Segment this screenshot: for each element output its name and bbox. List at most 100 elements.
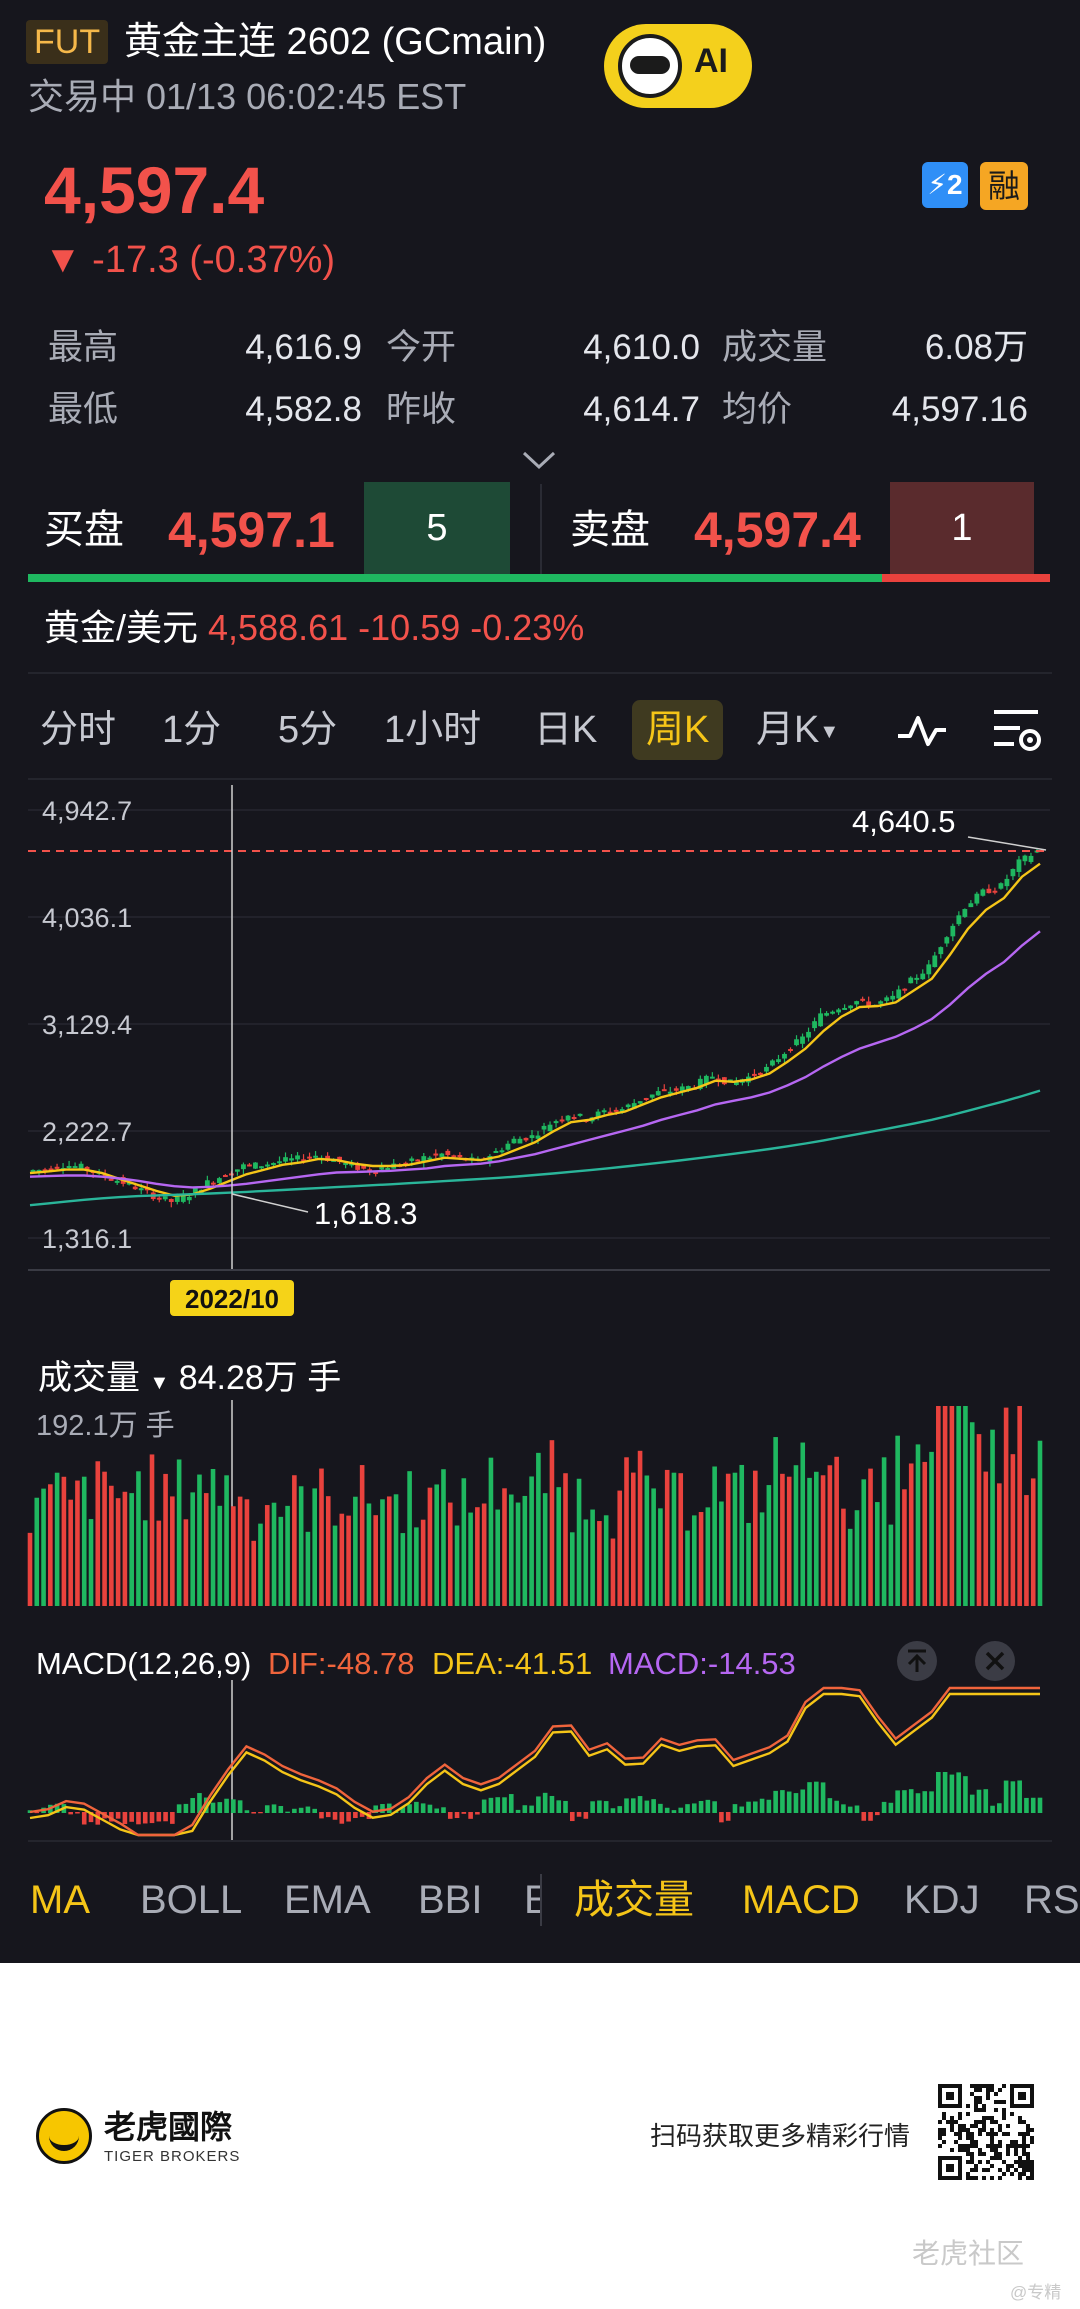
- indicator-tab-volume[interactable]: 成交量: [574, 1878, 694, 1922]
- volume-chart[interactable]: [0, 1400, 1080, 1610]
- candlestick-chart[interactable]: 4,942.7 4,036.1 3,129.4 2,222.7 1,316.1 …: [0, 780, 1080, 1320]
- qr-module: [1006, 2148, 1010, 2152]
- candle-body: [794, 1039, 799, 1046]
- bid-size[interactable]: 5: [364, 482, 510, 574]
- macd-bar: [481, 1799, 487, 1813]
- qr-module: [1014, 2152, 1018, 2156]
- ask-price[interactable]: 4,597.4: [694, 502, 861, 558]
- macd-chart[interactable]: [0, 1680, 1080, 1840]
- tab-1hour[interactable]: 1小时: [384, 709, 482, 751]
- tab-5min[interactable]: 5分: [278, 709, 338, 751]
- volume-bar: [278, 1516, 284, 1606]
- ai-assistant-button[interactable]: AI: [604, 24, 752, 108]
- qr-module: [1014, 2144, 1018, 2148]
- chevron-down-icon[interactable]: [522, 450, 556, 470]
- volume-bar: [719, 1501, 724, 1606]
- qr-module: [1026, 2144, 1030, 2148]
- margin-icon[interactable]: 融: [980, 162, 1028, 210]
- volume-bar: [102, 1471, 107, 1606]
- macd-bar: [881, 1801, 887, 1813]
- bid-label: 买盘: [44, 508, 124, 552]
- tab-intraday[interactable]: 分时: [40, 709, 117, 751]
- indicator-line-icon[interactable]: [896, 710, 948, 752]
- scan-prompt: 扫码获取更多精彩行情: [650, 2121, 911, 2151]
- qr-module: [978, 2132, 982, 2136]
- macd-bar: [468, 1812, 473, 1819]
- volume-bar: [759, 1512, 765, 1606]
- indicator-tab-macd[interactable]: MACD: [742, 1878, 860, 1922]
- candle-body: [253, 1162, 258, 1169]
- volume-max-label: 192.1万 手: [36, 1410, 175, 1442]
- volume-bar: [617, 1490, 623, 1606]
- qr-module: [982, 2124, 986, 2128]
- tab-monthly[interactable]: 月K▼: [756, 700, 839, 762]
- qr-module: [994, 2148, 998, 2152]
- bid-price[interactable]: 4,597.1: [168, 502, 335, 558]
- chart-settings-icon[interactable]: [990, 704, 1044, 756]
- volume-bar: [271, 1502, 277, 1606]
- tab-1min[interactable]: 1分: [162, 709, 222, 751]
- indicator-tab-ema[interactable]: EMA: [284, 1878, 371, 1922]
- volume-bar: [176, 1459, 182, 1606]
- volume-bar: [576, 1478, 582, 1606]
- indicator-tab-rsi[interactable]: RSI: [1024, 1878, 1080, 1922]
- indicator-tab-kdj[interactable]: KDJ: [904, 1878, 980, 1922]
- qr-module: [1002, 2100, 1006, 2104]
- spot-quote: 黄金/美元 4,588.61 -10.59 -0.23%: [44, 604, 584, 652]
- qr-module: [994, 2092, 998, 2096]
- volume-bar: [359, 1465, 365, 1606]
- lightning-order-icon[interactable]: ⚡2: [922, 162, 968, 208]
- indicator-tab-partial[interactable]: E: [524, 1878, 540, 1922]
- macd-bar: [725, 1812, 731, 1821]
- volume-bar: [1010, 1454, 1016, 1606]
- dif-line: [29, 1686, 1040, 1837]
- orderbook-separator: [540, 484, 542, 574]
- ma-line-ma_teal: [29, 1089, 1041, 1207]
- qr-module: [938, 2128, 942, 2132]
- candle-body: [601, 1110, 607, 1113]
- tab-daily[interactable]: 日K: [534, 709, 598, 751]
- qr-module: [958, 2116, 962, 2120]
- macd-bar: [488, 1797, 494, 1813]
- qr-module: [990, 2128, 994, 2132]
- volume-bar: [366, 1503, 372, 1606]
- qr-module: [974, 2140, 978, 2144]
- macd-bar: [549, 1795, 555, 1813]
- qr-module: [1022, 2120, 1026, 2124]
- volume-bar: [542, 1493, 548, 1606]
- tab-weekly[interactable]: 周K: [632, 700, 724, 760]
- volume-bar: [814, 1471, 819, 1606]
- qr-module: [986, 2084, 990, 2088]
- qr-module: [1002, 2084, 1006, 2088]
- caret-down-icon[interactable]: ▼: [149, 1372, 170, 1394]
- volume-bar: [109, 1485, 114, 1606]
- qr-module: [982, 2176, 986, 2180]
- candle-body: [914, 977, 920, 980]
- qr-module: [938, 2136, 942, 2140]
- candle-body: [427, 1157, 433, 1160]
- indicator-tab-boll[interactable]: BOLL: [140, 1878, 243, 1922]
- close-icon[interactable]: [974, 1640, 1016, 1682]
- candle-body: [800, 1036, 805, 1044]
- qr-module: [1010, 2140, 1014, 2144]
- qr-module: [958, 2148, 962, 2152]
- volume-bar: [454, 1525, 460, 1606]
- qr-module: [978, 2100, 982, 2104]
- qr-module: [1030, 2160, 1034, 2164]
- qr-module: [962, 2148, 966, 2152]
- volume-bar: [34, 1497, 40, 1606]
- qr-module: [1002, 2132, 1006, 2136]
- candle-body: [673, 1088, 679, 1091]
- pin-top-icon[interactable]: [896, 1640, 938, 1682]
- indicator-tab-ma[interactable]: MA: [30, 1878, 90, 1922]
- macd-title: MACD(12,26,9): [36, 1646, 252, 1681]
- macd-bar: [183, 1803, 189, 1813]
- indicator-tab-bbi[interactable]: BBI: [418, 1878, 483, 1922]
- macd-bar: [75, 1812, 80, 1814]
- macd-bar: [346, 1812, 351, 1822]
- macd-legend: MACD(12,26,9): [36, 1644, 251, 1684]
- candle-body: [1004, 878, 1010, 887]
- qr-module: [1026, 2160, 1030, 2164]
- volume-bar: [312, 1488, 317, 1606]
- ask-size[interactable]: 1: [890, 482, 1034, 574]
